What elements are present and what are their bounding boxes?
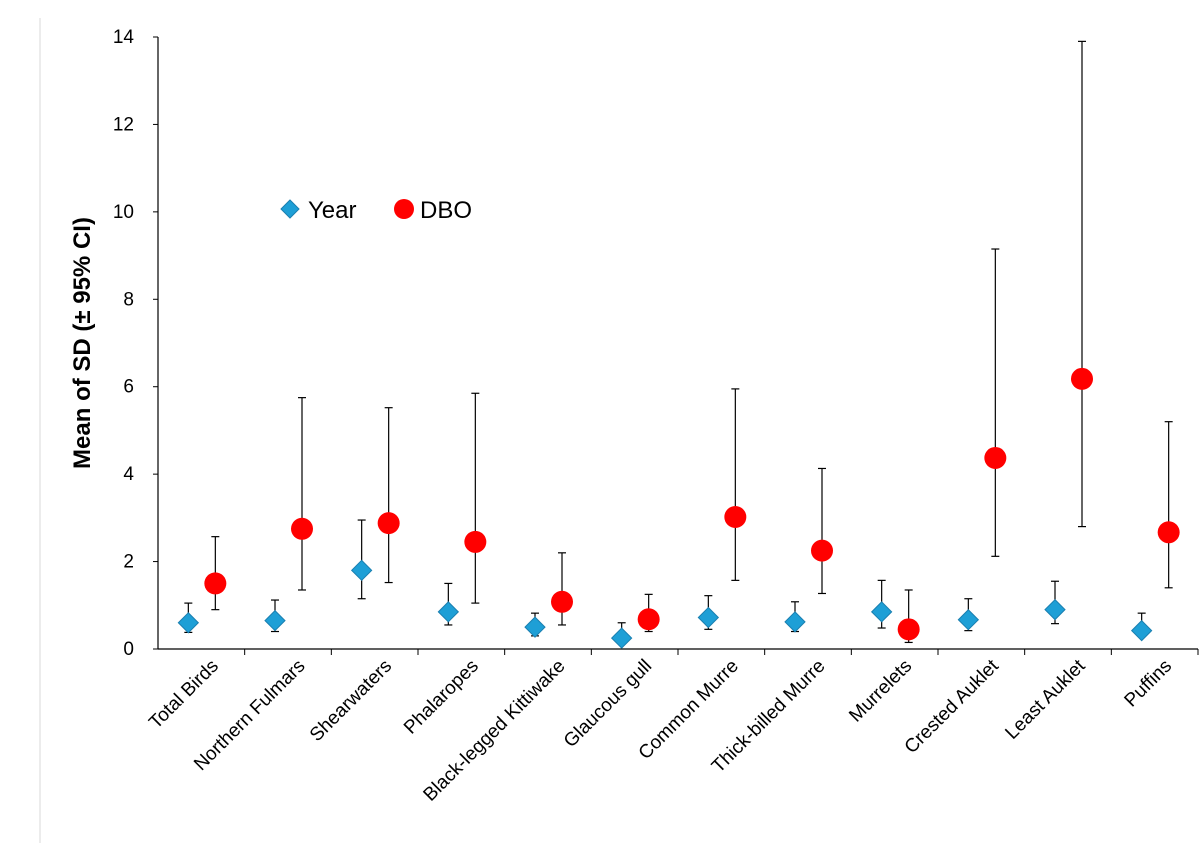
y-tick-label: 8 <box>123 289 134 310</box>
legend-label-dbo: DBO <box>420 197 472 224</box>
data-point-year <box>264 609 286 632</box>
x-category-label: Least Auklet <box>1001 655 1090 744</box>
y-tick-label: 14 <box>113 27 135 48</box>
data-point-year <box>1130 619 1153 642</box>
data-point-year <box>697 606 720 629</box>
data-point-dbo <box>1071 367 1093 390</box>
x-category-label: Glaucous gull <box>560 656 656 752</box>
data-point-dbo <box>811 539 833 562</box>
data-point-year <box>1044 598 1066 621</box>
x-category-label: Total Birds <box>145 656 223 734</box>
data-point-dbo <box>291 517 313 540</box>
legend-label-year: Year <box>308 197 357 224</box>
y-tick-label: 6 <box>123 377 134 398</box>
data-point-year <box>437 601 460 623</box>
legend: Year DBO <box>280 197 472 224</box>
x-category-label: Shearwaters <box>306 656 396 746</box>
y-tick-label: 4 <box>123 464 134 485</box>
data-point-dbo <box>984 446 1007 469</box>
y-tick-label: 10 <box>113 202 134 223</box>
data-point-year <box>177 612 200 634</box>
data-point-dbo <box>204 572 227 595</box>
x-category-label: Murrelets <box>845 656 916 727</box>
data-point-year <box>524 616 546 638</box>
y-tick-label: 12 <box>113 114 134 135</box>
x-category-label: Puffins <box>1121 656 1177 712</box>
data-point-dbo <box>724 505 747 528</box>
data-point-dbo <box>897 618 920 641</box>
x-category-label: Phalaropes <box>400 656 483 739</box>
data-point-year <box>610 627 633 649</box>
y-tick-label: 2 <box>123 552 134 573</box>
data-point-dbo <box>551 590 573 613</box>
data-point-year <box>350 559 373 582</box>
y-axis-title: Mean of SD (± 95% CI) <box>69 217 96 469</box>
data-point-year <box>870 601 893 623</box>
data-point-year <box>957 609 980 631</box>
data-point-dbo <box>464 530 487 553</box>
data-point-dbo <box>637 608 660 631</box>
series-dbo <box>204 40 1180 644</box>
data-point-dbo <box>1157 521 1180 544</box>
data-point-year <box>784 611 806 633</box>
legend-marker-dbo <box>394 199 414 219</box>
legend-marker-year <box>280 199 300 219</box>
x-category-label: Black-legged Kittiwake <box>420 656 570 806</box>
series-year <box>177 519 1153 649</box>
y-tick-label: 0 <box>123 639 134 660</box>
data-point-dbo <box>377 512 400 535</box>
